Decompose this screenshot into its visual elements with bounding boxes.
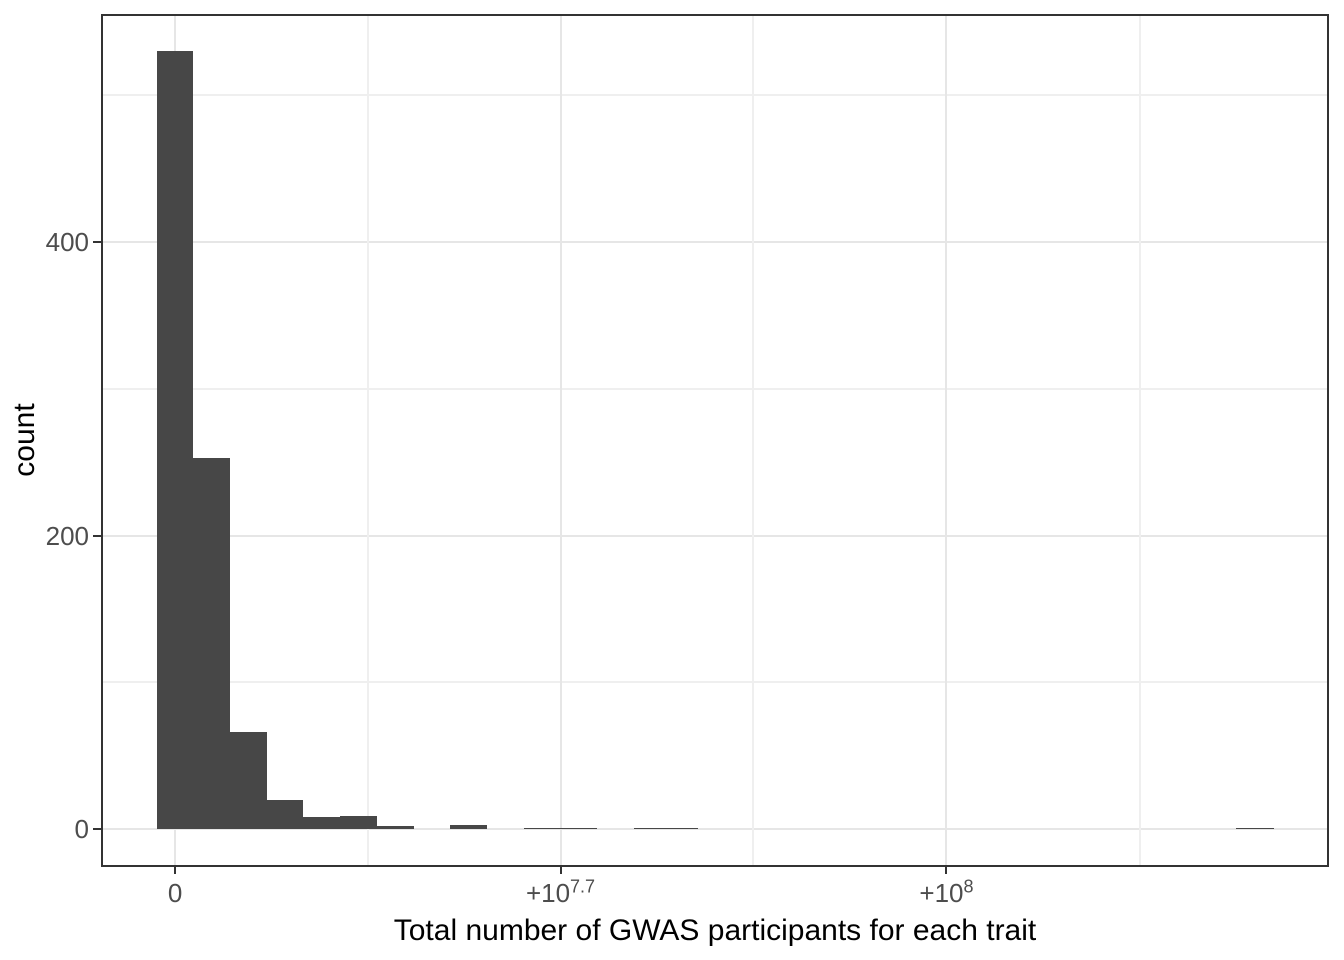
y-tick-label-400: 400: [45, 227, 89, 257]
x-axis-title: Total number of GWAS participants for ea…: [393, 914, 1037, 947]
histogram-bar: [633, 827, 671, 829]
histogram-bar: [340, 815, 377, 829]
x-tick-label-10e8: +108: [866, 877, 1026, 909]
gridline-y-major: [101, 241, 1329, 243]
histogram-bar: [193, 457, 231, 829]
y-axis-title: count: [8, 403, 41, 477]
x-tick-label-1-base: +10: [525, 878, 571, 908]
y-axis-tick: [93, 241, 101, 243]
gridline-y-minor: [101, 387, 1329, 390]
x-axis-tick: [174, 867, 177, 874]
x-tick-label-0: 0: [95, 877, 255, 909]
x-axis-tick: [559, 867, 562, 874]
histogram-bar: [523, 827, 561, 829]
y-axis-tick: [93, 828, 101, 830]
gridline-x-minor: [366, 14, 369, 867]
histogram-bar: [376, 826, 414, 829]
x-tick-label-0-base: 0: [167, 878, 183, 908]
y-tick-label-0: 0: [74, 814, 89, 844]
gridline-y-major: [101, 534, 1329, 537]
gridline-y-minor: [101, 681, 1329, 684]
histogram-bar: [1236, 827, 1274, 829]
gridline-x-major: [559, 14, 562, 867]
x-tick-label-2-base: +10: [919, 878, 964, 908]
gridline-y-major: [101, 828, 1329, 830]
gridline-y-minor: [101, 94, 1329, 97]
histogram-bar: [230, 732, 267, 829]
x-tick-label-10e7-7: +107.7: [481, 877, 641, 909]
y-axis-tick: [93, 534, 101, 537]
x-tick-label-1-sup: 7.7: [570, 876, 596, 897]
gridline-x-minor: [1138, 14, 1141, 867]
histogram-bar: [560, 827, 597, 829]
x-axis-tick: [945, 867, 948, 874]
gridline-x-minor: [752, 14, 755, 867]
y-tick-label-200: 200: [45, 520, 89, 551]
histogram-bar: [450, 824, 487, 829]
histogram-bar: [303, 817, 341, 829]
histogram-bar: [156, 51, 194, 829]
plot-panel-border: [101, 14, 1329, 867]
gridline-x-major: [945, 14, 948, 867]
histogram-bar: [670, 827, 698, 829]
histogram-bar: [266, 799, 304, 829]
x-tick-label-2-sup: 8: [963, 876, 974, 897]
